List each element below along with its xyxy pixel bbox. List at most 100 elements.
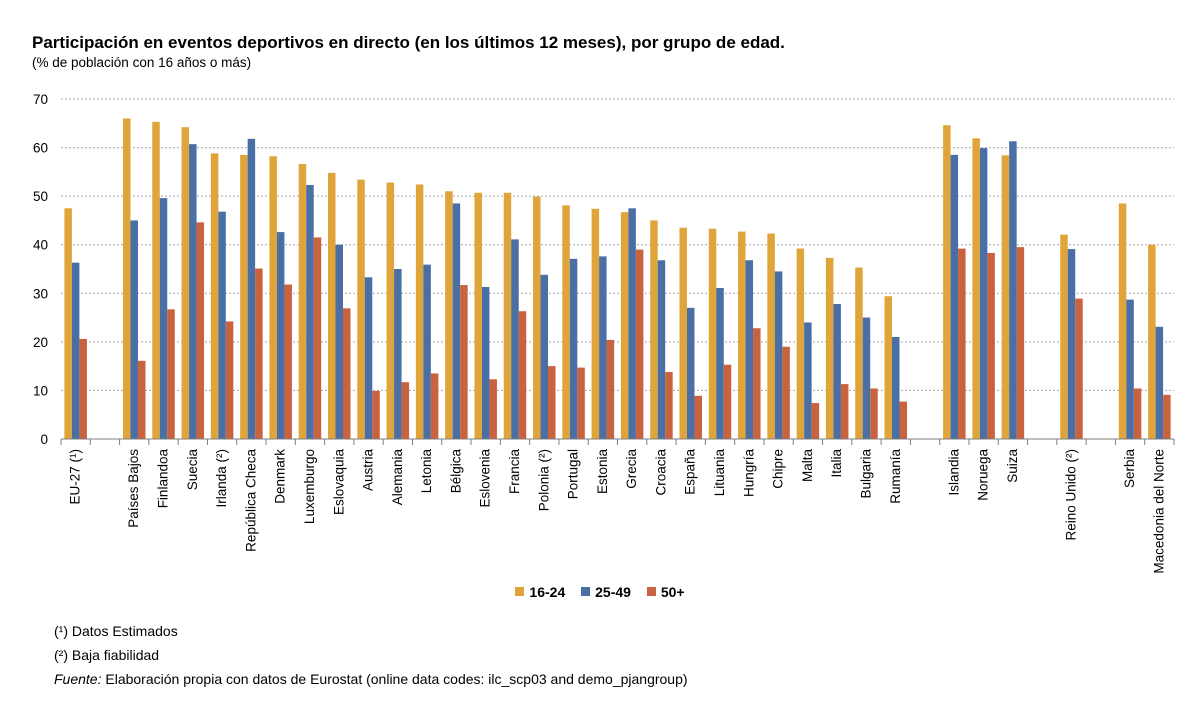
bar-16-24 — [855, 267, 863, 439]
x-category-label: Francia — [507, 449, 522, 495]
bar-50-plus — [694, 395, 702, 439]
bar-16-24 — [679, 227, 687, 439]
x-category-label: Croacia — [653, 449, 668, 496]
y-tick-label: 50 — [33, 189, 48, 204]
bar-50-plus — [577, 367, 585, 439]
bar-50-plus — [606, 339, 615, 439]
bar-16-24 — [533, 196, 541, 439]
bar-16-24 — [1118, 203, 1127, 439]
bar-25-49 — [804, 322, 812, 439]
legend-label-25-49: 25-49 — [595, 583, 631, 600]
x-category-label: Serbia — [1122, 449, 1137, 489]
bar-25-49 — [686, 307, 695, 439]
bar-50-plus — [430, 373, 439, 439]
bar-16-24 — [943, 125, 951, 439]
bar-25-49 — [833, 303, 841, 439]
bar-25-49 — [218, 211, 226, 439]
source-label: Fuente: — [54, 671, 102, 687]
bar-16-24 — [1148, 244, 1156, 439]
legend-swatch-16-24 — [515, 587, 525, 596]
bar-50-plus — [899, 401, 907, 439]
bar-25-49 — [364, 277, 373, 439]
legend-label-16-24: 16-24 — [529, 583, 566, 600]
bar-16-24 — [357, 179, 365, 439]
bar-16-24 — [884, 296, 892, 439]
x-category-label: Islandia — [946, 449, 961, 496]
bar-50-plus — [460, 285, 468, 439]
bar-50-plus — [1133, 388, 1142, 439]
bar-50-plus — [372, 390, 380, 439]
y-axis-tick-labels: 0 10 20 30 40 50 60 70 — [33, 92, 48, 447]
x-category-label: Denmark — [273, 449, 288, 504]
bar-16-24 — [562, 205, 570, 439]
bar-50-plus — [79, 338, 87, 439]
y-tick-label: 60 — [33, 141, 48, 156]
legend-item-50-plus: 50+ — [646, 583, 685, 600]
bar-25-49 — [306, 184, 314, 439]
bar-25-49 — [774, 271, 783, 439]
x-category-label: EU-27 (¹) — [68, 449, 83, 505]
x-category-label: República Checa — [243, 449, 258, 552]
bar-16-24 — [328, 172, 336, 440]
bar-16-24 — [445, 191, 453, 439]
bar-50-plus — [255, 268, 263, 439]
bar-16-24 — [269, 156, 277, 440]
bars — [64, 118, 1171, 440]
bar-25-49 — [745, 260, 754, 439]
bar-25-49 — [1155, 326, 1164, 439]
x-category-label: Polonia (²) — [536, 449, 551, 511]
x-category-label: Noruega — [976, 449, 991, 501]
x-category-label: Finlandoa — [156, 449, 171, 509]
bar-16-24 — [386, 182, 395, 440]
bar-25-49 — [247, 138, 256, 440]
bar-50-plus — [987, 252, 995, 439]
x-category-label: Hungría — [741, 449, 756, 498]
bar-25-49 — [599, 256, 607, 439]
bar-50-plus — [225, 321, 234, 439]
bar-16-24 — [474, 192, 482, 439]
x-category-label: Rumanía — [888, 449, 903, 504]
chart-title: Participación en eventos deportivos en d… — [32, 33, 785, 52]
bar-25-49 — [189, 144, 197, 439]
bar-50-plus — [518, 311, 527, 439]
bar-25-49 — [950, 154, 959, 439]
y-tick-label: 30 — [33, 286, 48, 301]
bar-16-24 — [64, 208, 72, 439]
x-category-label: Luxemburgo — [302, 449, 317, 524]
bar-50-plus — [313, 237, 322, 439]
bar-50-plus — [548, 366, 556, 439]
x-category-label: Eslovenia — [478, 449, 493, 508]
x-category-label: Italia — [829, 449, 844, 478]
legend-swatch-25-49 — [581, 587, 591, 596]
y-tick-label: 20 — [33, 335, 48, 350]
bar-16-24 — [738, 231, 746, 439]
bar-25-49 — [452, 203, 461, 439]
bar-16-24 — [972, 138, 980, 440]
bar-16-24 — [650, 220, 658, 439]
chart-subtitle: (% de población con 16 años o más) — [32, 55, 252, 70]
bar-50-plus — [167, 309, 175, 439]
bar-16-24 — [240, 154, 248, 439]
legend-item-16-24: 16-24 — [515, 584, 565, 600]
bar-25-49 — [979, 148, 988, 440]
bar-50-plus — [137, 360, 146, 439]
bar-25-49 — [862, 317, 871, 439]
x-category-label: Portugal — [566, 449, 581, 499]
bar-25-49 — [335, 244, 343, 439]
bar-16-24 — [181, 127, 190, 440]
bar-50-plus — [870, 388, 878, 439]
legend-label-50-plus: 50+ — [660, 583, 685, 600]
bar-25-49 — [71, 262, 80, 439]
bar-50-plus — [1163, 394, 1171, 439]
bar-16-24 — [503, 192, 512, 439]
x-category-label: España — [683, 449, 698, 495]
source-text: Elaboración propia con datos de Eurostat… — [101, 671, 688, 687]
x-category-label: Irlanda (²) — [214, 449, 229, 508]
x-category-label: Malta — [800, 449, 815, 483]
bar-25-49 — [394, 269, 402, 439]
bar-16-24 — [1001, 155, 1010, 440]
bar-16-24 — [620, 212, 629, 439]
bar-16-24 — [122, 118, 131, 439]
y-tick-label: 70 — [33, 92, 48, 107]
bar-50-plus — [782, 346, 790, 439]
